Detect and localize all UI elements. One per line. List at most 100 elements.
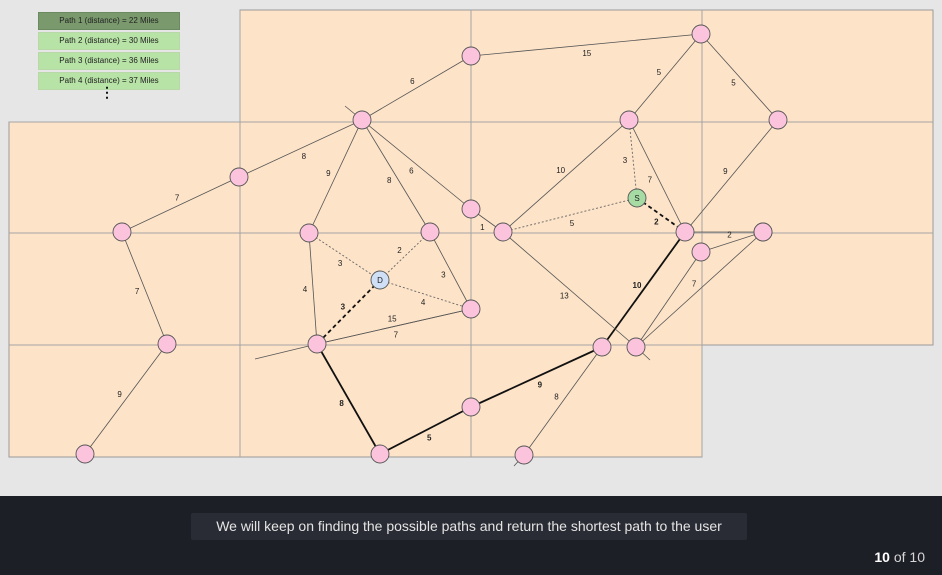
node-n19 (691, 242, 711, 262)
edge-weight-n4-n8: 9 (326, 169, 331, 178)
edge-weight-n2-n5: 5 (657, 68, 662, 77)
edge-n1-n4 (361, 55, 472, 121)
node-n4 (352, 110, 372, 130)
edge-weight-n23-n20: 9 (538, 380, 543, 389)
edge-weight-n1-n4: 6 (410, 77, 415, 86)
edge-weight-D-n16: 3 (341, 302, 346, 311)
edge-weight-n15-n16: 15 (388, 315, 397, 324)
node-n14 (753, 222, 773, 242)
edge-weight-n9-D: 2 (397, 246, 402, 255)
map-background (8, 9, 934, 458)
edge-weight-n4-n9: 8 (387, 176, 392, 185)
legend-item-path-4: Path 4 (distance) = 37 Miles (38, 72, 180, 90)
edge-n2-n5 (628, 33, 702, 121)
legend-item-path-2: Path 2 (distance) = 30 Miles (38, 32, 180, 50)
edge-n6-n12 (684, 119, 779, 233)
edge-weight-n8-D: 3 (338, 259, 343, 268)
slide-footer: We will keep on finding the possible pat… (0, 496, 942, 575)
node-n9 (420, 222, 440, 242)
more-paths-ellipsis: ⋮ (100, 84, 114, 100)
edges (84, 33, 779, 467)
edge-weight-n17-n23: 5 (427, 434, 432, 443)
edge-weight-n2-n6: 5 (731, 78, 736, 87)
edge-n4-n9 (361, 119, 431, 233)
legend-item-path-3: Path 3 (distance) = 36 Miles (38, 52, 180, 70)
edge-n23-n20 (470, 346, 603, 408)
edge-weight-n13-n19: 2 (727, 230, 732, 239)
node-n21 (626, 337, 646, 357)
node-n12 (675, 222, 695, 242)
edge-n11-S (502, 197, 638, 233)
edge-weight-n9-n15: 3 (441, 270, 446, 279)
edge-weight-n16-n17: 8 (339, 399, 344, 408)
edge-n9-n15 (429, 231, 472, 310)
edge-weight-n6-n12: 9 (723, 167, 728, 176)
node-n16 (307, 334, 327, 354)
edge-n16-n15 (316, 308, 472, 345)
edge-weight-n20-n24: 8 (554, 392, 559, 401)
nodes: SD (75, 24, 788, 465)
edge-weight-n5-S: 3 (623, 156, 628, 165)
edge-n16-n17 (316, 343, 381, 455)
node-n2 (691, 24, 711, 44)
edge-n4-n8 (308, 119, 363, 234)
edge-n8-n16 (308, 232, 318, 345)
edge-weight-n18-n22: 9 (117, 390, 122, 399)
edge-n17-n23 (379, 406, 472, 455)
path-legend: Path 1 (distance) = 22 Miles Path 2 (dis… (38, 12, 180, 92)
node-label-S: S (634, 194, 639, 203)
edge-weight-n3-n7: 7 (175, 193, 180, 202)
node-n8 (299, 223, 319, 243)
edge-weight-S-n12: 2 (654, 218, 659, 227)
destination-node (370, 270, 390, 290)
node-n10 (461, 199, 481, 219)
node-label-D: D (377, 276, 383, 285)
edge-weight-n5-n11: 10 (556, 166, 565, 175)
edge-weight-n11-n21: 13 (560, 292, 569, 301)
edge-weight-n7-n18: 7 (135, 287, 140, 296)
node-n7 (112, 222, 132, 242)
edge-n5-n11 (502, 119, 630, 233)
edge-n3-n7 (121, 176, 240, 233)
road-extension (635, 251, 702, 348)
edge-weight-n4-n10: 6 (409, 167, 414, 176)
edge-n20-n24 (523, 346, 603, 456)
node-n6 (768, 110, 788, 130)
edge-n5-S (628, 119, 638, 199)
edge-weight-n1-n2: 15 (582, 49, 591, 58)
node-n20 (592, 337, 612, 357)
edge-n2-n6 (700, 33, 779, 121)
edge-n1-n2 (470, 33, 702, 57)
node-n17 (370, 444, 390, 464)
edge-n4-n10 (361, 119, 472, 210)
node-n11 (493, 222, 513, 242)
edge-S-n12 (636, 197, 686, 233)
legend-item-path-1: Path 1 (distance) = 22 Miles (38, 12, 180, 30)
edge-n18-n22 (84, 343, 168, 455)
node-n23 (461, 397, 481, 417)
edge-weight-n12-n20: 10 (633, 281, 642, 290)
road-extension (254, 343, 318, 360)
edge-n11-n21 (502, 231, 637, 348)
edge-weight-n16-n15: 7 (394, 330, 399, 339)
node-n15 (461, 299, 481, 319)
node-n3 (229, 167, 249, 187)
edge-n12-n20 (601, 231, 686, 348)
edge-n5-n12 (628, 119, 686, 233)
edge-weight-n10-n11: 1 (480, 223, 485, 232)
edge-weight-n3-n4: 8 (302, 152, 307, 161)
node-n18 (157, 334, 177, 354)
edge-D-n16 (316, 279, 381, 345)
edge-weight-n14-n21: 7 (692, 280, 697, 289)
edge-weight-n11-S: 5 (570, 219, 575, 228)
edge-n9-D (379, 231, 431, 281)
edge-n7-n18 (121, 231, 168, 345)
edge-n13-n19 (700, 231, 764, 253)
slide-caption: We will keep on finding the possible pat… (191, 513, 747, 540)
node-n1 (461, 46, 481, 66)
slide-total: of 10 (889, 549, 925, 565)
edge-n14-n21 (635, 231, 764, 348)
slide-current: 10 (874, 549, 890, 565)
